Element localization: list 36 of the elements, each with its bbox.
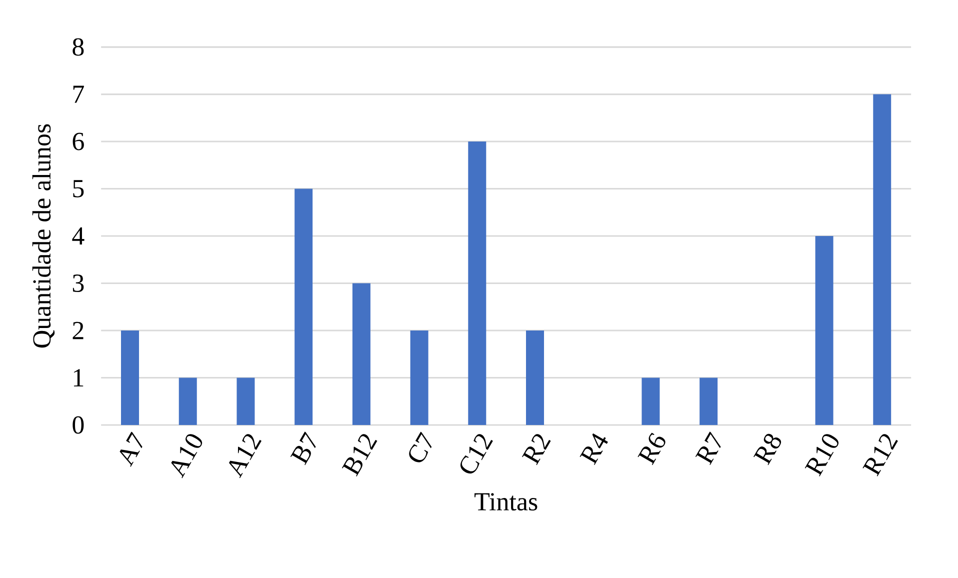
y-tick-label: 7 — [73, 86, 84, 103]
y-tick-label: 4 — [72, 227, 84, 245]
bar — [700, 378, 718, 425]
y-tick-label: 2 — [72, 322, 84, 340]
bar — [873, 94, 892, 425]
bar — [121, 330, 140, 425]
y-tick-label: 1 — [74, 369, 84, 386]
x-tick-label: R10 — [804, 434, 839, 476]
x-tick-label: B7 — [290, 432, 316, 466]
x-tick-label: B12 — [342, 434, 378, 476]
x-tick-label: R6 — [638, 432, 666, 466]
bar — [642, 378, 660, 425]
x-tick-label: R12 — [862, 434, 898, 476]
y-tick-label: 5 — [73, 180, 84, 198]
y-axis-title: Quantidade de alunos — [32, 124, 55, 348]
x-tick-label: C12 — [460, 434, 493, 474]
y-tick-label: 8 — [72, 38, 84, 56]
bar — [526, 330, 544, 425]
x-tick-label: R8 — [753, 434, 782, 466]
y-tick-label: 0 — [72, 416, 84, 434]
x-tick-label: R4 — [580, 433, 608, 466]
bar — [352, 283, 370, 425]
x-tick-label: R7 — [695, 432, 721, 466]
x-tick-label: C7 — [409, 432, 432, 462]
x-tick-label: A12 — [228, 434, 262, 478]
bar — [236, 378, 255, 425]
y-tick-label: 6 — [72, 132, 84, 150]
bar — [468, 142, 486, 425]
y-tick-label: 3 — [72, 274, 84, 292]
bar — [294, 188, 313, 425]
x-axis-title: Tintas — [474, 493, 538, 511]
bar — [815, 236, 834, 425]
bar — [410, 330, 428, 425]
bar — [178, 378, 197, 425]
x-tick-label: R2 — [522, 434, 551, 466]
x-tick-label: A7 — [120, 432, 142, 467]
